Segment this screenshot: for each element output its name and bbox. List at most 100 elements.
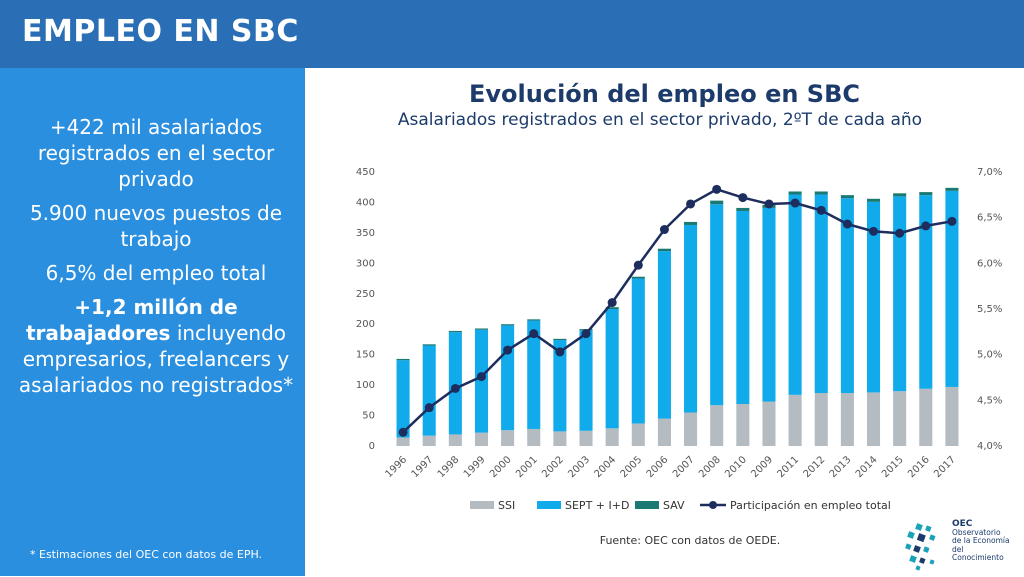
line-point <box>842 219 852 229</box>
x-tick-label: 2014 <box>854 454 880 480</box>
chart-subtitle: Asalariados registrados en el sector pri… <box>397 110 923 130</box>
y-right-tick-label: 7,0% <box>977 167 1002 178</box>
stats-list: +422 mil asalariados registrados en el s… <box>14 114 298 406</box>
y-left-tick-label: 100 <box>356 380 375 391</box>
oec-logo-icon <box>905 523 936 571</box>
bar-sept <box>396 360 410 438</box>
bar-sept <box>762 207 776 402</box>
stat-trabajadores: +1,2 millón de trabajadores incluyendo e… <box>14 294 298 398</box>
legend-label: SSI <box>498 499 515 512</box>
bar-ssi <box>893 391 907 446</box>
logo-text: OEC Observatorio de la Economía del Cono… <box>952 520 1017 563</box>
bar-sav <box>448 330 462 333</box>
x-tick-label: 2015 <box>880 454 906 480</box>
page-title: EMPLEO EN SBC <box>22 14 299 49</box>
x-tick-label: 2006 <box>645 454 671 480</box>
bar-ssi <box>840 393 854 446</box>
bar-ssi <box>527 428 541 446</box>
y-right-tick-label: 5,5% <box>977 304 1002 315</box>
line-point <box>555 347 565 357</box>
y-left-tick-label: 450 <box>356 167 375 178</box>
x-tick-label: 2009 <box>749 454 775 480</box>
legend-line-marker <box>709 501 717 509</box>
bar-ssi <box>945 386 959 446</box>
legend-label: Participación en empleo total <box>730 499 891 512</box>
line-point <box>895 228 905 238</box>
line-point <box>398 427 408 437</box>
bar-ssi <box>474 432 489 446</box>
bar-sav <box>736 207 750 211</box>
stat-trabajadores-rest: incluyendo empresarios, freelancers y as… <box>18 321 294 397</box>
line-point <box>424 403 434 413</box>
bar-sav <box>501 324 515 326</box>
logo-acronym: OEC <box>952 519 973 529</box>
line-point <box>764 199 774 209</box>
bar-ssi <box>422 435 436 446</box>
bar-ssi <box>762 401 776 446</box>
line-point <box>712 184 722 194</box>
bar-sav <box>684 221 698 225</box>
x-tick-label: 2016 <box>906 454 932 480</box>
bar-sept <box>736 210 750 404</box>
footnote: * Estimaciones del OEC con datos de EPH. <box>30 548 263 561</box>
bar-sept <box>422 345 436 436</box>
line-point <box>607 298 617 308</box>
bar-ssi <box>553 431 567 446</box>
bar-ssi <box>579 430 593 446</box>
legend-label: SEPT + I+D <box>565 499 629 512</box>
y-left-tick-label: 400 <box>356 197 375 208</box>
stat-asalariados: +422 mil asalariados registrados en el s… <box>37 115 275 191</box>
line-point <box>633 260 643 270</box>
employment-chart: 0 50 100 150 200 250 300 350 400 450 4,0% 4,5% 5,0% 5… <box>356 167 1003 512</box>
bar-ssi <box>448 434 462 446</box>
line-participacion <box>402 187 953 434</box>
line-point <box>947 216 957 226</box>
y-left-tick-label: 50 <box>362 411 375 422</box>
y-left-tick-label: 250 <box>356 289 375 300</box>
legend-swatch <box>470 501 494 509</box>
x-tick-label: 2005 <box>619 454 645 480</box>
bar-ssi <box>736 403 750 446</box>
y-right-tick-label: 5,0% <box>977 350 1002 361</box>
x-tick-label: 2010 <box>723 454 749 480</box>
y-left-tick-label: 200 <box>356 319 375 330</box>
legend-swatch <box>635 501 659 509</box>
bar-sav <box>474 328 489 330</box>
bar-ssi <box>684 412 698 446</box>
legend-label: SAV <box>663 499 685 512</box>
x-tick-label: 1998 <box>436 454 462 480</box>
x-tick-label: 1997 <box>410 454 436 480</box>
bar-sept <box>553 340 567 432</box>
bar-sav <box>866 198 881 202</box>
x-tick-label: 1996 <box>383 454 409 480</box>
logo-line3: del Conocimiento <box>952 544 1004 562</box>
legend-swatch <box>537 501 561 509</box>
x-tick-label: 2012 <box>802 454 828 480</box>
y-right-tick-label: 4,0% <box>977 441 1002 452</box>
stat-nuevos-puestos: 5.900 nuevos puestos de trabajo <box>29 201 283 251</box>
stat-empleo-total: 6,5% del empleo total <box>45 261 267 285</box>
line-point <box>816 205 826 215</box>
bar-ssi <box>501 430 515 446</box>
line-point <box>659 225 669 235</box>
bar-sept <box>840 198 854 394</box>
y-left-tick-label: 150 <box>356 350 375 361</box>
bar-sept <box>527 320 541 429</box>
bar-sept <box>579 330 593 431</box>
bar-sav <box>840 195 854 199</box>
oec-logo: OEC Observatorio de la Economía del Cono… <box>902 520 1017 572</box>
y-right-tick-label: 4,5% <box>977 395 1002 406</box>
bar-ssi <box>710 405 724 446</box>
bar-sav <box>553 338 567 341</box>
bar-ssi <box>814 393 828 446</box>
bar-ssi <box>657 418 671 446</box>
bar-sept <box>866 201 881 393</box>
header-bar: EMPLEO EN SBC <box>0 0 1024 68</box>
y-left-tick-label: 350 <box>356 228 375 239</box>
line-point <box>869 226 879 236</box>
line-point <box>686 199 696 209</box>
bar-sav <box>527 319 541 321</box>
line-point <box>738 193 748 203</box>
bar-sav <box>605 307 619 309</box>
bar-sept <box>631 278 645 424</box>
